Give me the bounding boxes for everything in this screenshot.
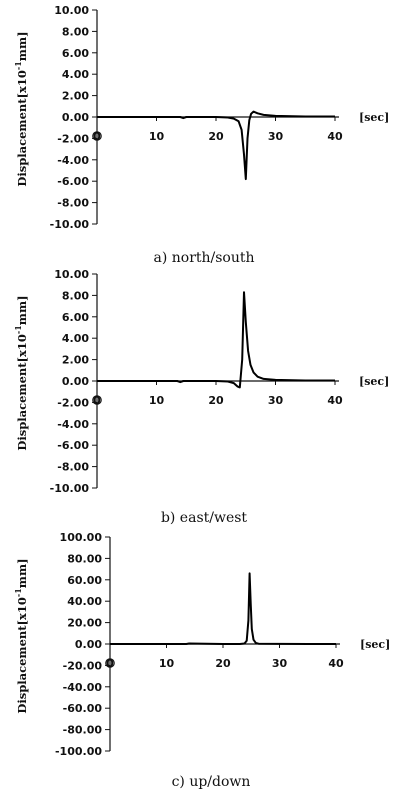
y-tick-label: 2.00 (62, 90, 89, 103)
x-tick-label: 30 (272, 657, 288, 670)
y-tick-label: -8.00 (57, 197, 89, 210)
x-tick-label: 0 (93, 130, 101, 143)
x-tick-label: 40 (328, 657, 344, 670)
y-tick-label: 6.00 (62, 47, 89, 60)
y-tick-label: 10.00 (54, 268, 89, 281)
y-tick-label: -2.00 (57, 396, 89, 409)
x-tick-label: 40 (327, 394, 343, 407)
y-tick-label: 40.00 (67, 595, 102, 608)
x-unit-label: [sec] (359, 375, 389, 388)
y-tick-label: -8.00 (57, 461, 89, 474)
x-unit-label: [sec] (359, 111, 389, 124)
series-line-1 (97, 291, 335, 389)
origin-marker (92, 131, 102, 141)
origin-marker (92, 395, 102, 405)
panel-caption: b) east/west (161, 510, 247, 526)
y-tick-label: -40.00 (63, 681, 103, 694)
y-tick-label: -10.00 (50, 482, 90, 495)
origin-marker (105, 658, 115, 668)
chart-panel-2: 10.00 8.00 6.00 4.00 2.00 0.00 -2.00 -4.00 -6.00… (13, 268, 389, 526)
y-axis-title-main: Displacement[x10 (15, 70, 29, 186)
y-tick-label: 4.00 (62, 332, 89, 345)
y-tick-label: 60.00 (67, 574, 102, 587)
y-axis-title-unit: mm] (15, 558, 29, 588)
y-axis-title-exponent: -1 (13, 325, 23, 334)
y-axis-title-exponent: -1 (13, 588, 23, 597)
y-tick-label: 2.00 (62, 354, 89, 367)
x-tick-label: 20 (208, 394, 224, 407)
x-tick-label: 0 (106, 657, 114, 670)
x-tick-label: 10 (159, 657, 175, 670)
y-tick-label: 8.00 (62, 289, 89, 302)
y-tick-label: -4.00 (57, 418, 89, 431)
y-axis-title: Displacement[x10-1mm] (13, 295, 29, 450)
y-axis-title-main: Displacement[x10 (15, 334, 29, 450)
y-tick-label: 8.00 (62, 25, 89, 38)
x-tick-label: 10 (149, 130, 165, 143)
y-axis-title-unit: mm] (15, 295, 29, 325)
y-tick-label: -6.00 (57, 175, 89, 188)
series-line-1 (110, 572, 336, 645)
x-tick-label: 10 (149, 394, 165, 407)
chart-panel-3: 100.00 80.00 60.00 40.00 20.00 0.00 -20.00 -40.… (13, 531, 390, 790)
y-tick-label: 100.00 (60, 531, 103, 544)
x-tick-label: 30 (268, 394, 284, 407)
x-tick-label: 20 (208, 130, 224, 143)
y-tick-label: -4.00 (57, 154, 89, 167)
y-tick-label: 0.00 (62, 111, 89, 124)
x-unit-label: [sec] (360, 638, 390, 651)
chart-panel-1: 10.00 8.00 6.00 4.00 2.00 0.00 -2.00 -4.00 -6.00… (13, 4, 389, 266)
y-axis-title: Displacement[x10-1mm] (13, 558, 29, 713)
y-tick-label: -80.00 (63, 724, 103, 737)
y-tick-label: -100.00 (55, 745, 102, 758)
y-axis-title-unit: mm] (15, 31, 29, 61)
x-tick-label: 40 (327, 130, 343, 143)
y-tick-label: -6.00 (57, 439, 89, 452)
x-tick-label: 30 (268, 130, 284, 143)
y-tick-label: -10.00 (50, 218, 90, 231)
series-line-1 (97, 110, 335, 181)
y-tick-label: 0.00 (62, 375, 89, 388)
x-tick-label: 20 (215, 657, 231, 670)
y-tick-label: 6.00 (62, 311, 89, 324)
y-tick-label: 0.00 (75, 638, 102, 651)
panel-caption: a) north/south (153, 250, 254, 266)
y-tick-label: 10.00 (54, 4, 89, 17)
y-axis-title-main: Displacement[x10 (15, 597, 29, 713)
y-tick-label: -2.00 (57, 132, 89, 145)
y-axis-title: Displacement[x10-1mm] (13, 31, 29, 186)
y-tick-label: 4.00 (62, 68, 89, 81)
y-tick-label: 20.00 (67, 617, 102, 630)
y-tick-label: -20.00 (63, 659, 103, 672)
y-tick-label: 80.00 (67, 552, 102, 565)
x-tick-label: 0 (93, 394, 101, 407)
y-tick-label: -60.00 (63, 702, 103, 715)
y-axis-title-exponent: -1 (13, 61, 23, 70)
panel-caption: c) up/down (172, 774, 251, 790)
